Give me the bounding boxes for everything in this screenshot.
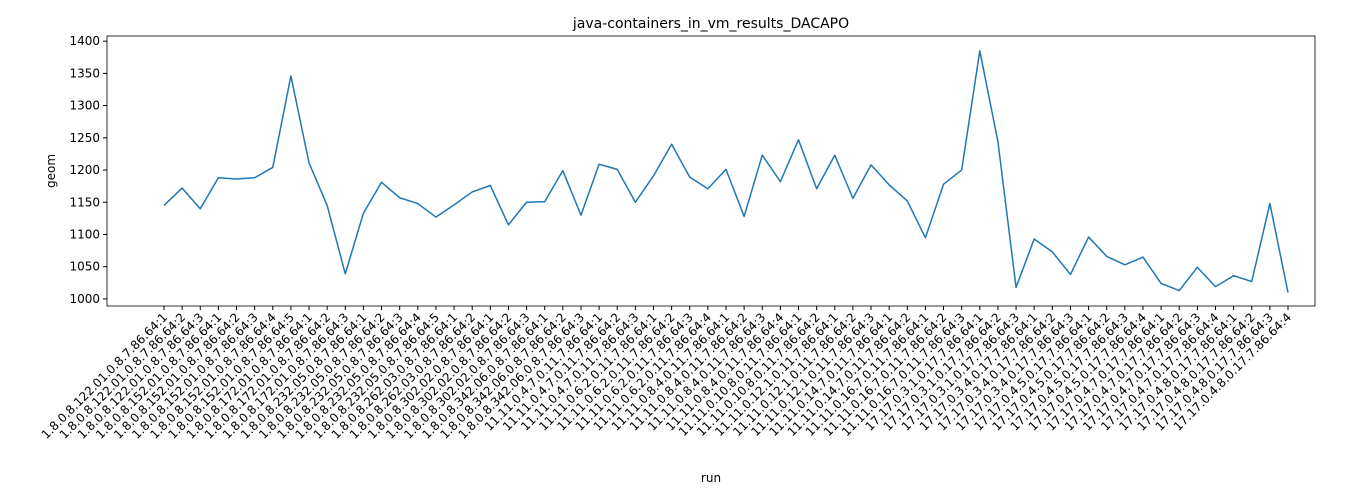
y-tick-label: 1150 <box>69 195 100 209</box>
line <box>163 50 1289 293</box>
y-tick-label: 1100 <box>69 227 100 241</box>
y-axis-label: geom <box>44 154 58 188</box>
plot-frame <box>106 35 1316 307</box>
chart-title: java-containers_in_vm_results_DACAPO <box>572 16 849 32</box>
y-tick-label: 1400 <box>69 34 100 48</box>
y-tick-label: 1200 <box>69 163 100 177</box>
y-tick-label: 1250 <box>69 131 100 145</box>
y-tick-label: 1300 <box>69 99 100 113</box>
y-tick-label: 1350 <box>69 66 100 80</box>
x-axis-label: run <box>701 471 721 485</box>
y-tick-label: 1050 <box>69 260 100 274</box>
y-tick-label: 1000 <box>69 292 100 306</box>
